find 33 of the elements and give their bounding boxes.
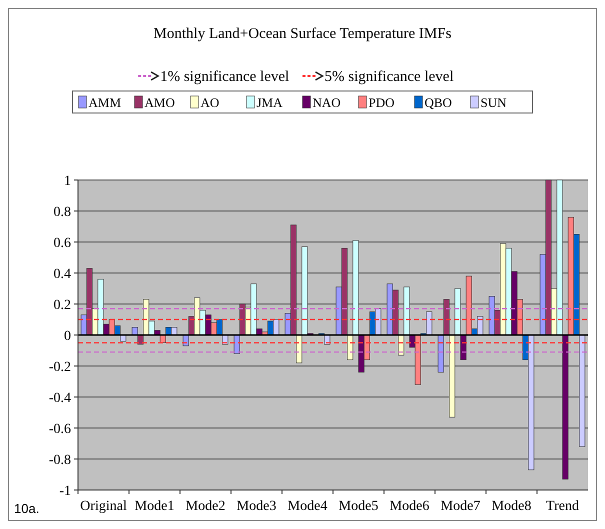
x-tick-label: Mode3 xyxy=(236,499,276,514)
legend-label: AO xyxy=(200,95,220,110)
y-tick-label: -0.2 xyxy=(48,360,71,375)
x-tick-label: Mode5 xyxy=(338,499,378,514)
legend-label: 5% significance level xyxy=(324,69,454,85)
y-tick-label: 0.6 xyxy=(54,236,71,251)
legend-label: AMO xyxy=(144,95,175,110)
text: 10a. xyxy=(14,501,40,516)
y-tick-label: -0.8 xyxy=(48,453,71,468)
y-tick-label: 0.8 xyxy=(54,205,71,220)
x-tick-label: Mode2 xyxy=(186,499,226,514)
legend-label: SUN xyxy=(480,95,508,110)
legend-label: NAO xyxy=(312,95,341,110)
y-tick-label: -0.6 xyxy=(48,422,71,437)
legend-label: JMA xyxy=(256,95,284,110)
chart-title: Monthly Land+Ocean Surface Temperature IMFs xyxy=(154,26,452,42)
x-tick-label: Mode1 xyxy=(134,499,174,514)
y-tick-label: 0 xyxy=(64,329,71,344)
y-tick-label: 0.2 xyxy=(54,298,71,313)
x-tick-label: Mode6 xyxy=(390,499,430,514)
y-tick-label: 1 xyxy=(64,174,71,189)
y-tick-label: 0.4 xyxy=(54,267,71,282)
legend-label: AMM xyxy=(88,95,122,110)
x-tick-label: Mode7 xyxy=(440,499,480,514)
legend-label: PDO xyxy=(368,95,395,110)
y-tick-label: -1 xyxy=(59,484,71,499)
x-tick-label: Mode4 xyxy=(288,499,328,514)
x-tick-label: Mode8 xyxy=(492,499,532,514)
legend-label: 1% significance level xyxy=(160,69,290,85)
x-tick-label: Original xyxy=(80,499,127,514)
y-tick-label: -0.4 xyxy=(48,391,71,406)
legend-label: QBO xyxy=(424,95,452,110)
x-tick-label: Trend xyxy=(546,499,579,514)
